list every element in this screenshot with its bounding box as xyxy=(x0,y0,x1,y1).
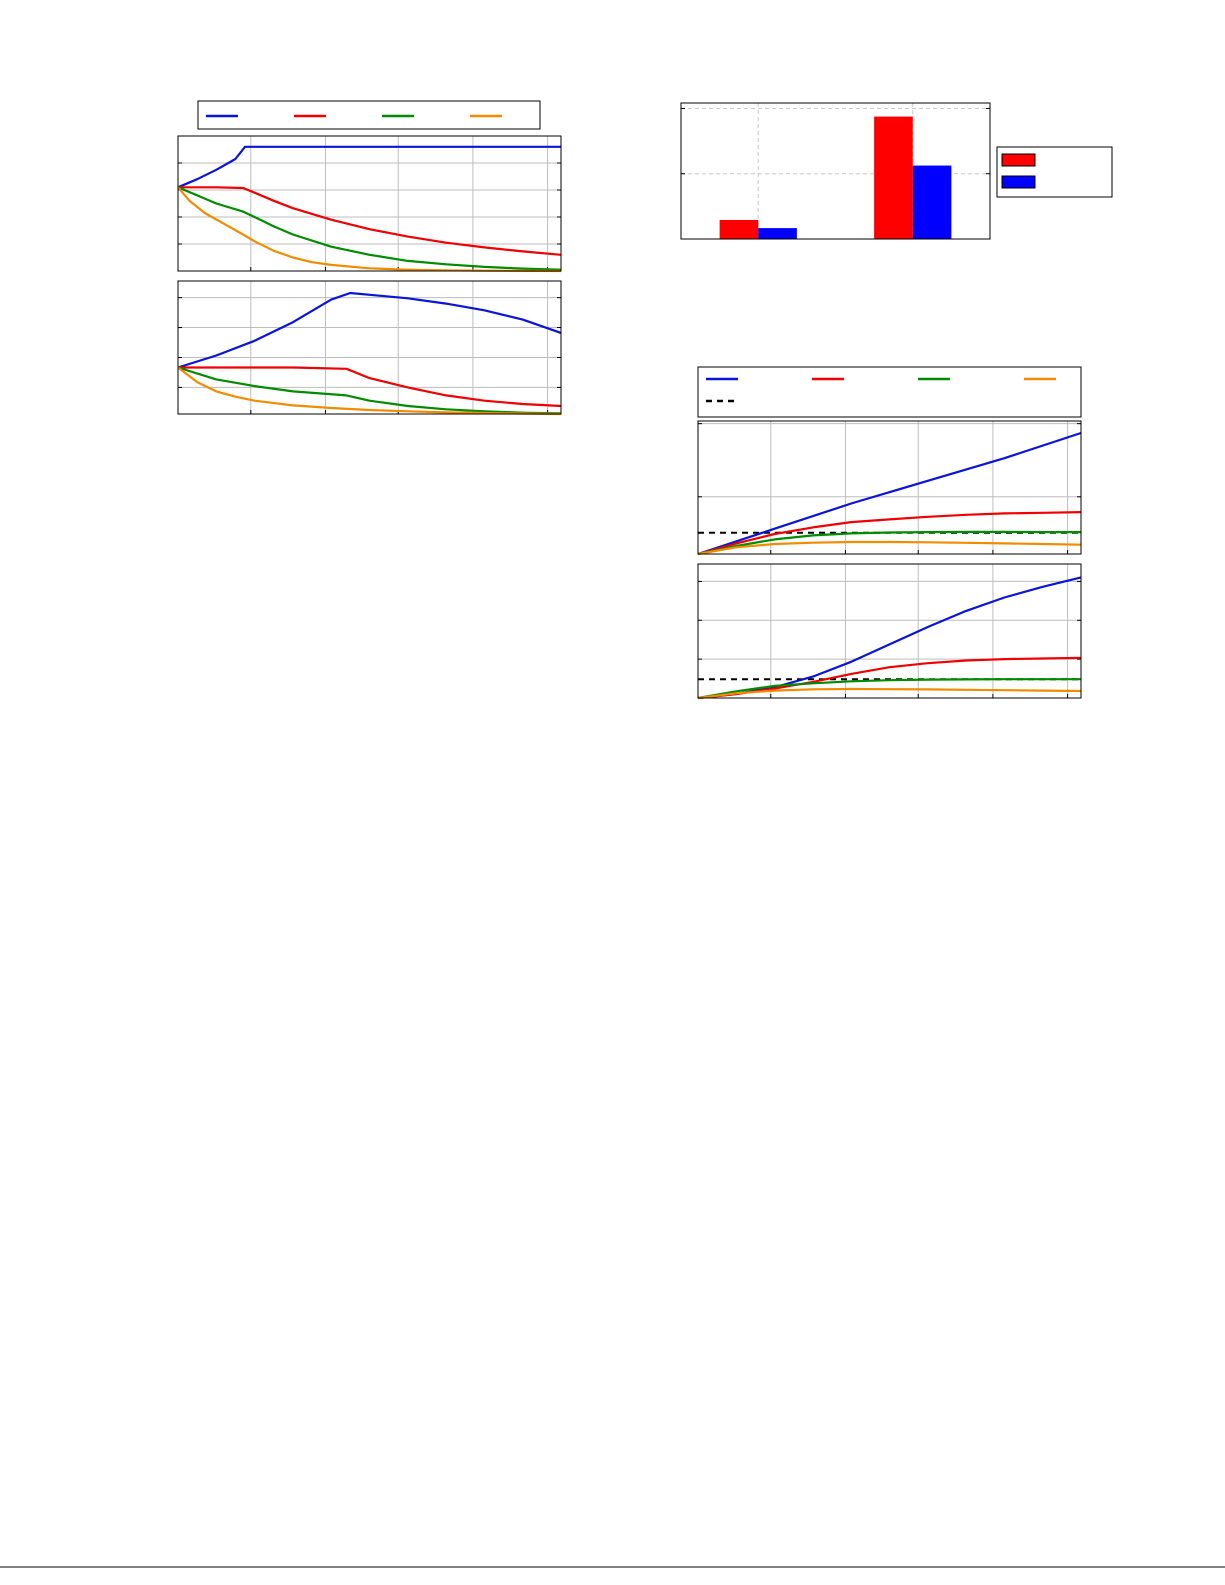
chart-right-bottom xyxy=(697,563,1082,700)
series-line-3 xyxy=(177,366,562,415)
series-line-2 xyxy=(178,366,562,408)
chart-left-top xyxy=(177,135,562,273)
series-line-4 xyxy=(697,540,1082,556)
bar-1-2 xyxy=(874,116,913,239)
series-line-3 xyxy=(177,186,562,271)
series-line-4 xyxy=(177,186,562,273)
chart-left-top-frame xyxy=(177,135,562,272)
legend-right xyxy=(697,366,1082,418)
series-line-1 xyxy=(177,145,561,189)
series-line-4 xyxy=(697,687,1082,700)
series-line-2 xyxy=(178,186,562,256)
chart-left-bottom-frame xyxy=(177,280,562,415)
series-line-3 xyxy=(697,530,1081,556)
series-line-1 xyxy=(177,291,562,369)
chart-right-bottom-frame xyxy=(697,563,1082,699)
chart-right-top xyxy=(697,420,1082,556)
bar-2-1 xyxy=(758,228,797,239)
series-line-4 xyxy=(177,366,562,416)
legend-left xyxy=(197,100,541,130)
series-line-2 xyxy=(697,511,1082,556)
legend-bar-swatch-2 xyxy=(1001,175,1036,189)
bar-2-2 xyxy=(912,165,952,239)
chart-left-bottom xyxy=(177,280,562,416)
series-line-1 xyxy=(697,431,1082,556)
legend-bar-box xyxy=(996,146,1113,198)
legend-bar-swatch-1 xyxy=(1001,153,1036,167)
chart-right-top-frame xyxy=(697,420,1082,555)
legend-bar xyxy=(996,146,1113,198)
series-line-3 xyxy=(697,678,1081,700)
chart-right-bar-frame xyxy=(680,102,991,240)
chart-right-bar xyxy=(680,102,991,240)
legend-left-box xyxy=(197,100,541,130)
bar-1-1 xyxy=(719,219,759,239)
legend-right-box xyxy=(697,366,1082,418)
